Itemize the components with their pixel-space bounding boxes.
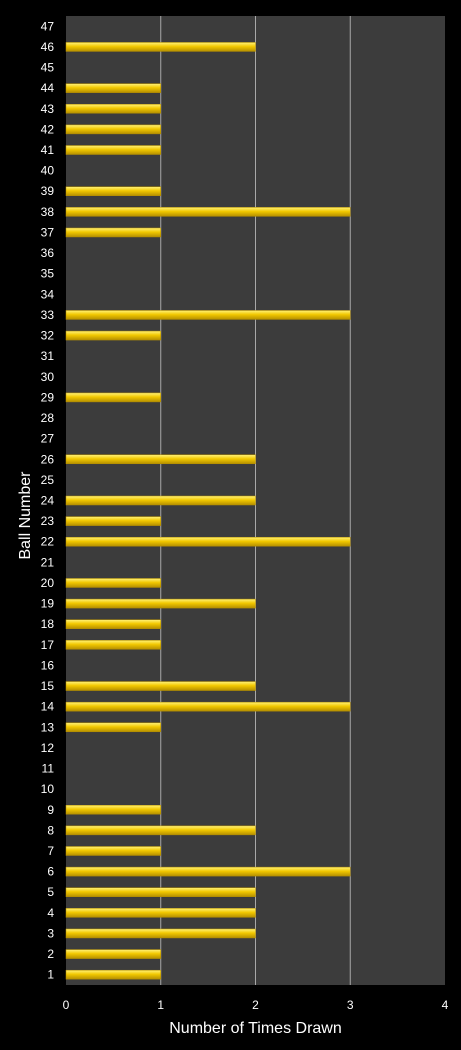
y-tick-label-27: 27 xyxy=(41,432,55,446)
y-tick-label-42: 42 xyxy=(41,122,55,136)
y-tick-label-34: 34 xyxy=(41,287,55,301)
bar-ball-42 xyxy=(65,124,161,135)
x-tick-labels: 0 1 2 3 4 xyxy=(63,998,449,1012)
y-tick-label-26: 26 xyxy=(41,452,55,466)
y-tick-label-15: 15 xyxy=(41,679,55,693)
y-tick-label-29: 29 xyxy=(41,390,55,404)
y-tick-label-44: 44 xyxy=(41,81,55,95)
bar-ball-37 xyxy=(65,227,161,238)
y-tick-label-4: 4 xyxy=(47,906,54,920)
bar-ball-14 xyxy=(65,701,351,712)
bar-ball-15 xyxy=(65,681,256,691)
y-tick-label-46: 46 xyxy=(41,40,55,54)
y-tick-label-14: 14 xyxy=(41,700,55,714)
bar-ball-43 xyxy=(65,104,161,114)
y-tick-label-10: 10 xyxy=(41,782,55,796)
x-tick-label-1: 1 xyxy=(157,998,164,1012)
y-tick-label-35: 35 xyxy=(41,267,55,281)
bar-ball-7 xyxy=(65,846,161,856)
bar-ball-44 xyxy=(65,83,161,93)
y-tick-label-13: 13 xyxy=(41,720,55,734)
bar-ball-22 xyxy=(65,536,351,547)
x-tick-label-3: 3 xyxy=(347,998,354,1012)
y-tick-label-3: 3 xyxy=(47,926,54,940)
bar-ball-1 xyxy=(65,969,161,980)
y-tick-label-22: 22 xyxy=(41,535,55,549)
y-tick-label-40: 40 xyxy=(41,164,55,178)
bar-ball-23 xyxy=(65,516,161,526)
y-tick-label-25: 25 xyxy=(41,473,55,487)
y-tick-label-24: 24 xyxy=(41,494,55,508)
y-tick-label-6: 6 xyxy=(47,865,54,879)
bar-ball-6 xyxy=(65,866,351,877)
x-tick-label-4: 4 xyxy=(442,998,449,1012)
y-tick-label-37: 37 xyxy=(41,225,55,239)
bar-ball-29 xyxy=(65,392,161,403)
y-tick-label-11: 11 xyxy=(42,762,55,776)
x-tick-label-0: 0 xyxy=(63,998,70,1012)
bar-ball-32 xyxy=(65,330,161,341)
bar-ball-3 xyxy=(65,928,256,939)
x-axis-title: Number of Times Drawn xyxy=(169,1020,342,1037)
y-tick-label-17: 17 xyxy=(41,638,55,652)
y-tick-label-1: 1 xyxy=(47,968,54,982)
bar-ball-46 xyxy=(65,42,256,52)
bar-ball-9 xyxy=(65,805,161,815)
bar-ball-26 xyxy=(65,454,256,465)
y-tick-label-2: 2 xyxy=(47,947,54,961)
bar-ball-5 xyxy=(65,887,256,897)
bar-ball-17 xyxy=(65,640,161,650)
bar-ball-33 xyxy=(65,310,351,320)
y-tick-label-41: 41 xyxy=(41,143,55,157)
y-axis-title: Ball Number xyxy=(17,471,34,560)
y-tick-label-43: 43 xyxy=(41,102,55,116)
y-tick-label-32: 32 xyxy=(41,329,55,343)
y-tick-label-20: 20 xyxy=(41,576,55,590)
y-tick-label-47: 47 xyxy=(41,19,55,33)
bar-ball-8 xyxy=(65,825,256,836)
y-tick-label-28: 28 xyxy=(41,411,55,425)
y-tick-label-23: 23 xyxy=(41,514,55,528)
y-tick-label-9: 9 xyxy=(47,803,54,817)
bars xyxy=(65,42,351,980)
bar-ball-41 xyxy=(65,145,161,155)
y-tick-label-5: 5 xyxy=(47,885,54,899)
y-tick-label-7: 7 xyxy=(47,844,54,858)
bar-ball-19 xyxy=(65,598,256,609)
bar-ball-24 xyxy=(65,495,256,506)
y-tick-label-45: 45 xyxy=(41,61,55,75)
bar-ball-18 xyxy=(65,619,161,629)
bar-ball-38 xyxy=(65,207,351,217)
y-tick-label-12: 12 xyxy=(41,741,55,755)
bar-ball-20 xyxy=(65,578,161,588)
y-tick-label-8: 8 xyxy=(47,823,54,837)
bar-ball-4 xyxy=(65,908,256,918)
bar-ball-2 xyxy=(65,949,161,959)
y-tick-label-16: 16 xyxy=(41,658,55,672)
y-tick-label-21: 21 xyxy=(41,555,55,569)
y-tick-label-30: 30 xyxy=(41,370,55,384)
y-tick-label-31: 31 xyxy=(41,349,55,363)
y-tick-label-18: 18 xyxy=(41,617,55,631)
x-tick-label-2: 2 xyxy=(252,998,259,1012)
y-tick-label-19: 19 xyxy=(41,597,55,611)
y-tick-label-39: 39 xyxy=(41,184,55,198)
bar-ball-39 xyxy=(65,186,161,196)
y-tick-labels: 1234567891011121314151617181920212223242… xyxy=(41,19,55,981)
bar-ball-13 xyxy=(65,722,161,733)
y-tick-label-33: 33 xyxy=(41,308,55,322)
y-tick-label-38: 38 xyxy=(41,205,55,219)
y-tick-label-36: 36 xyxy=(41,246,55,260)
